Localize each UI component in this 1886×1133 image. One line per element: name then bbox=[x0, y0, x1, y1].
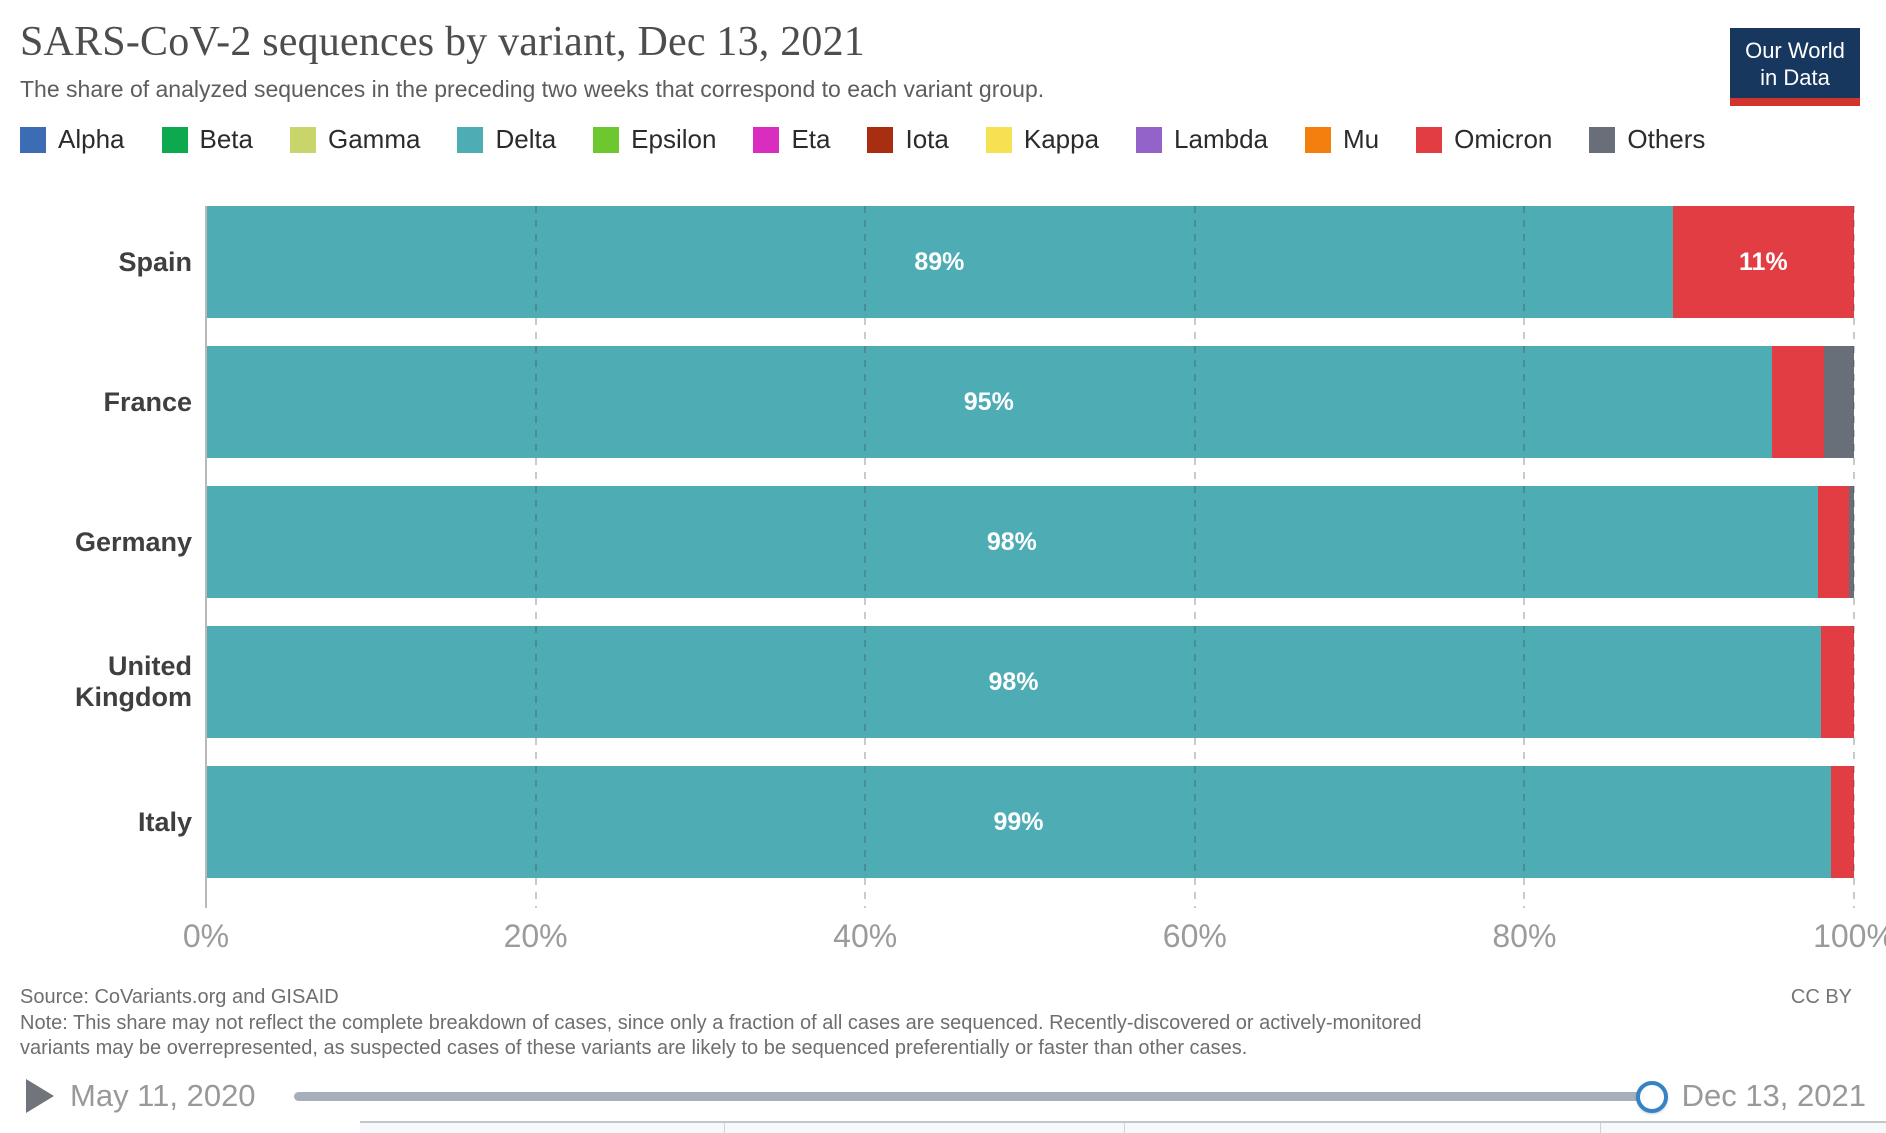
legend-swatch-icon bbox=[457, 126, 484, 153]
table-column-divider bbox=[724, 1123, 725, 1133]
bar-segment-omicron[interactable] bbox=[1771, 346, 1825, 458]
legend-item-mu[interactable]: Mu bbox=[1305, 124, 1379, 155]
table-column-divider bbox=[1600, 1123, 1601, 1133]
bar-row-italy: Italy 99% bbox=[0, 766, 1854, 878]
timeline-track-wrap bbox=[293, 1072, 1668, 1120]
bar-segment-delta[interactable]: 95% bbox=[206, 346, 1772, 458]
stacked-bar: 89% 11% bbox=[206, 206, 1854, 318]
x-tick-label: 20% bbox=[503, 918, 568, 954]
segment-value-label: 98% bbox=[986, 527, 1037, 556]
legend-swatch-icon bbox=[1589, 126, 1616, 153]
legend-label: Others bbox=[1627, 124, 1706, 154]
legend-label: Omicron bbox=[1454, 124, 1553, 154]
bar-segment-delta[interactable]: 98% bbox=[206, 486, 1818, 598]
legend-label: Mu bbox=[1343, 124, 1380, 154]
legend-swatch-icon bbox=[985, 126, 1012, 153]
country-label: Germany bbox=[74, 526, 192, 557]
legend-item-eta[interactable]: Eta bbox=[753, 124, 830, 155]
legend-item-alpha[interactable]: Alpha bbox=[20, 124, 125, 155]
legend-label: Alpha bbox=[58, 124, 125, 154]
x-tick-label: 60% bbox=[1162, 918, 1227, 954]
bar-row-germany: Germany 98% bbox=[0, 486, 1854, 598]
legend-item-kappa[interactable]: Kappa bbox=[985, 124, 1100, 155]
legend-item-epsilon[interactable]: Epsilon bbox=[593, 124, 716, 155]
x-tick-label: 40% bbox=[833, 918, 898, 954]
segment-value-label: 95% bbox=[963, 387, 1014, 416]
legend-label: Gamma bbox=[328, 124, 421, 154]
bar-row-united-kingdom: United Kingdom 98% bbox=[0, 626, 1854, 738]
segment-value-label: 89% bbox=[914, 247, 965, 276]
note-text: Note: This share may not reflect the com… bbox=[20, 1012, 1422, 1059]
legend-item-iota[interactable]: Iota bbox=[867, 124, 949, 155]
legend-swatch-icon bbox=[867, 126, 894, 153]
legend-swatch-icon bbox=[20, 126, 46, 153]
legend: Alpha Beta Gamma Delta Epsilon Eta Iota Kappa La… bbox=[20, 124, 1705, 155]
timeline: May 11, 2020 Dec 13, 2021 bbox=[26, 1072, 1866, 1120]
bar-segment-delta[interactable]: 99% bbox=[206, 766, 1831, 878]
legend-label: Delta bbox=[495, 124, 557, 154]
play-icon[interactable] bbox=[26, 1079, 54, 1113]
plot-area: Spain 89% 11% France 95% Germany 98% United Kin… bbox=[0, 206, 1854, 878]
country-label: France bbox=[103, 386, 192, 417]
data-table-cutoff bbox=[360, 1121, 1886, 1133]
legend-label: Lambda bbox=[1174, 124, 1269, 154]
logo-line1: Our World bbox=[1745, 38, 1845, 63]
country-label: United Kingdom bbox=[75, 651, 192, 712]
bar-segment-omicron[interactable]: 11% bbox=[1672, 206, 1854, 318]
legend-swatch-icon bbox=[593, 126, 620, 153]
x-axis: 0% 20% 40% 60% 80% 100% bbox=[183, 918, 1886, 958]
license-link[interactable]: CC BY bbox=[1790, 986, 1852, 1008]
bar-segment-delta[interactable]: 89% bbox=[206, 206, 1673, 318]
bar-segment-others[interactable] bbox=[1824, 346, 1854, 458]
timeline-track[interactable] bbox=[293, 1092, 1654, 1101]
legend-label: Eta bbox=[791, 124, 831, 154]
legend-label: Epsilon bbox=[631, 124, 717, 154]
stacked-bar: 95% bbox=[206, 346, 1854, 458]
timeline-start-date: May 11, 2020 bbox=[70, 1078, 256, 1113]
stacked-bar: 98% bbox=[206, 486, 1854, 598]
table-column-divider bbox=[1124, 1123, 1125, 1133]
legend-item-lambda[interactable]: Lambda bbox=[1136, 124, 1268, 155]
source-text: Source: CoVariants.org and GISAID bbox=[20, 986, 339, 1008]
bar-segment-omicron[interactable] bbox=[1830, 766, 1854, 878]
legend-swatch-icon bbox=[1136, 126, 1163, 153]
segment-value-label: 99% bbox=[993, 807, 1044, 836]
timeline-end-date: Dec 13, 2021 bbox=[1681, 1078, 1866, 1113]
legend-item-delta[interactable]: Delta bbox=[457, 124, 556, 155]
legend-item-gamma[interactable]: Gamma bbox=[290, 124, 420, 155]
legend-item-others[interactable]: Others bbox=[1589, 124, 1705, 155]
legend-item-beta[interactable]: Beta bbox=[161, 124, 254, 155]
bar-row-france: France 95% bbox=[0, 346, 1854, 458]
owid-logo[interactable]: Our World in Data bbox=[1730, 28, 1860, 106]
slider-handle[interactable] bbox=[1635, 1081, 1668, 1113]
bar-segment-omicron[interactable] bbox=[1817, 486, 1850, 598]
bar-segment-delta[interactable]: 98% bbox=[206, 626, 1822, 738]
x-tick-label: 100% bbox=[1813, 918, 1886, 954]
chart-subtitle: The share of analyzed sequences in the p… bbox=[20, 76, 1045, 102]
bar-row-spain: Spain 89% 11% bbox=[0, 206, 1854, 318]
x-tick-label: 0% bbox=[182, 918, 230, 954]
bar-segment-omicron[interactable] bbox=[1821, 626, 1854, 738]
legend-label: Kappa bbox=[1023, 124, 1100, 154]
page-title: SARS-CoV-2 sequences by variant, Dec 13,… bbox=[20, 19, 866, 65]
stacked-bar: 99% bbox=[206, 766, 1854, 878]
x-tick-label: 80% bbox=[1492, 918, 1557, 954]
legend-swatch-icon bbox=[1305, 126, 1332, 153]
legend-swatch-icon bbox=[753, 126, 780, 153]
bar-segment-others[interactable] bbox=[1849, 486, 1854, 598]
legend-swatch-icon bbox=[1416, 126, 1443, 153]
segment-value-label: 98% bbox=[988, 667, 1039, 696]
segment-value-label: 11% bbox=[1739, 247, 1788, 276]
legend-item-omicron[interactable]: Omicron bbox=[1416, 124, 1552, 155]
legend-label: Beta bbox=[199, 124, 254, 154]
legend-swatch-icon bbox=[161, 126, 188, 153]
legend-swatch-icon bbox=[290, 126, 316, 153]
stacked-bar: 98% bbox=[206, 626, 1854, 738]
country-label: Spain bbox=[118, 246, 192, 277]
country-label: Italy bbox=[137, 806, 192, 837]
legend-label: Iota bbox=[905, 124, 949, 154]
logo-line2: in Data bbox=[1760, 65, 1830, 90]
